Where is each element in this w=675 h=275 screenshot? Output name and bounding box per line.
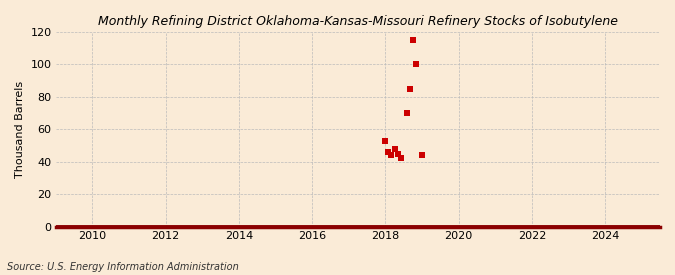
Point bbox=[392, 152, 403, 156]
Text: Source: U.S. Energy Information Administration: Source: U.S. Energy Information Administ… bbox=[7, 262, 238, 272]
Point bbox=[402, 111, 412, 115]
Point bbox=[416, 153, 427, 157]
Point bbox=[383, 150, 394, 154]
Point bbox=[386, 153, 397, 157]
Point bbox=[389, 147, 400, 151]
Point bbox=[404, 87, 415, 91]
Point bbox=[380, 138, 391, 143]
Point bbox=[408, 38, 418, 42]
Point bbox=[396, 156, 406, 161]
Y-axis label: Thousand Barrels: Thousand Barrels bbox=[15, 81, 25, 178]
Title: Monthly Refining District Oklahoma-Kansas-Missouri Refinery Stocks of Isobutylen: Monthly Refining District Oklahoma-Kansa… bbox=[98, 15, 618, 28]
Point bbox=[410, 62, 421, 67]
